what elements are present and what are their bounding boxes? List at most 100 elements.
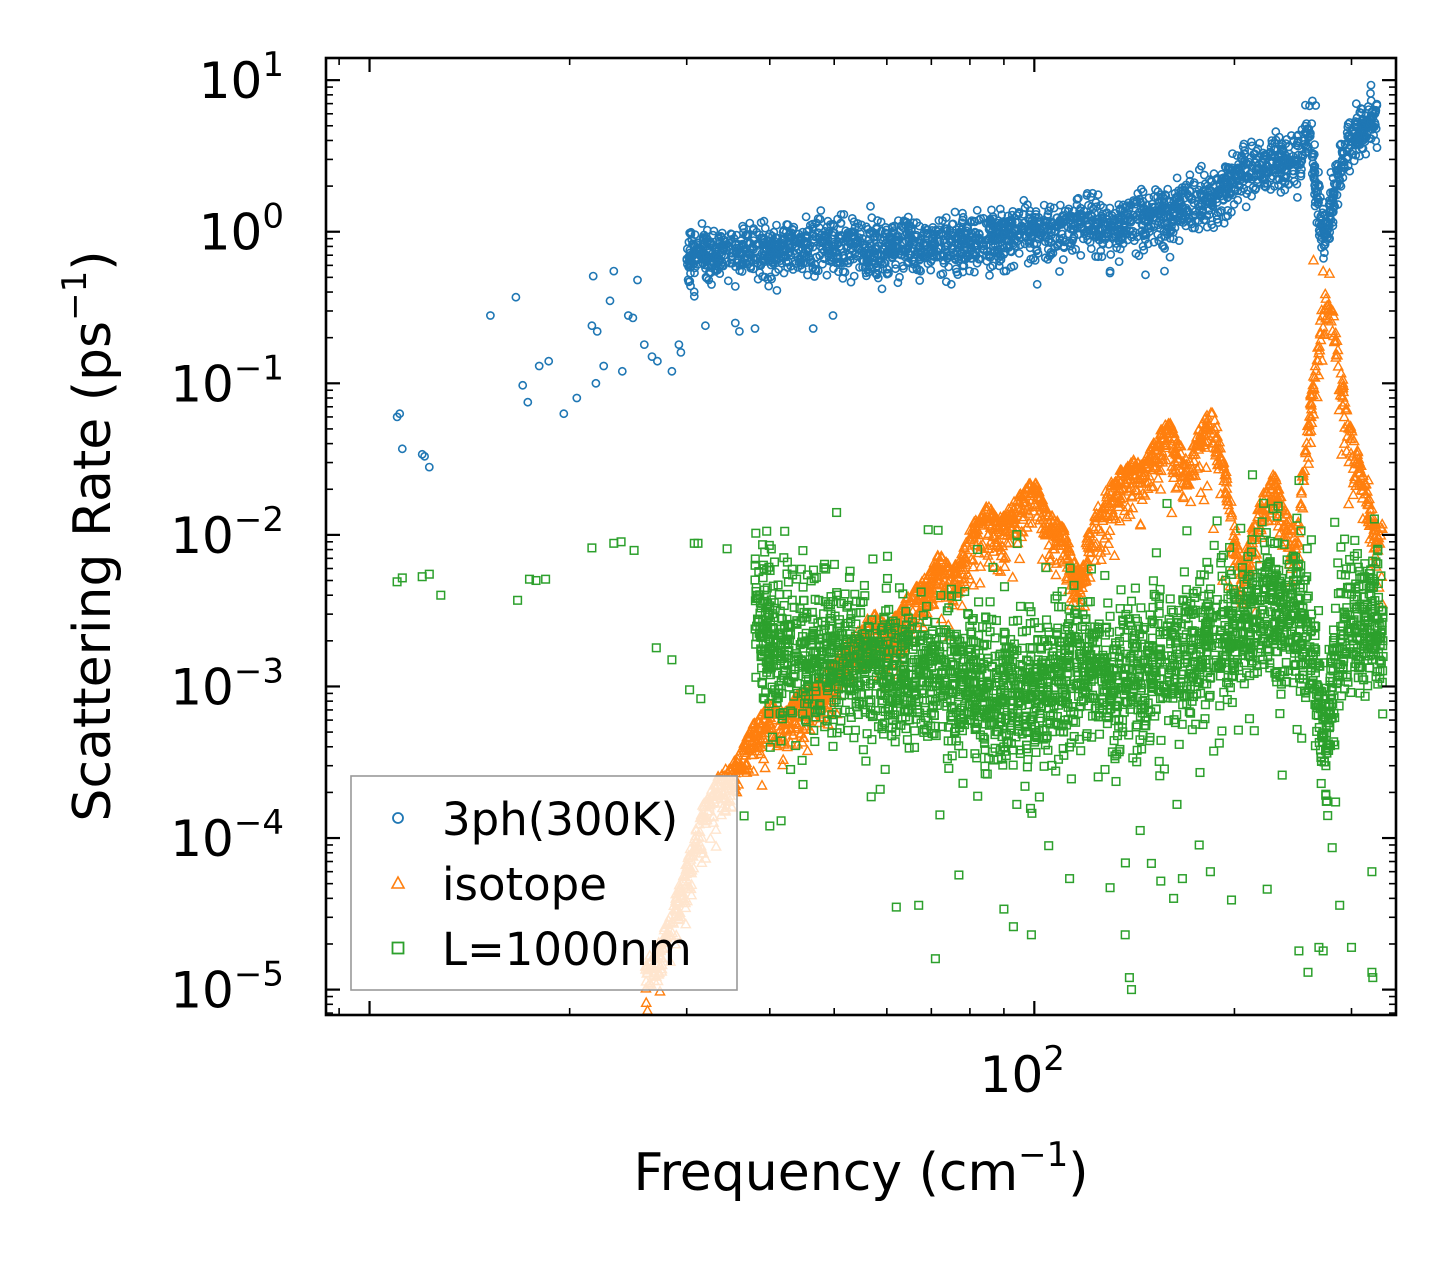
3ph-point [987, 205, 996, 215]
3ph-point [1271, 144, 1280, 154]
3ph-point [1024, 238, 1034, 248]
3ph-point [485, 311, 495, 320]
3ph-point [993, 235, 1003, 245]
isotope-point [1267, 468, 1279, 480]
isotope-point [1201, 414, 1214, 425]
3ph-point [572, 393, 582, 403]
3ph-point [759, 246, 769, 256]
3ph-point [588, 271, 598, 281]
isotope-point [1302, 451, 1315, 462]
3ph-point [867, 257, 876, 267]
3ph-point [676, 347, 686, 357]
3ph-point [994, 216, 1003, 226]
3ph-point [1251, 183, 1261, 193]
isotope-point [1061, 572, 1074, 583]
isotope-point [1095, 525, 1107, 536]
3ph-point [803, 247, 813, 257]
3ph-point [772, 220, 781, 230]
3ph-point [1116, 213, 1126, 223]
3ph-point [1288, 159, 1298, 168]
isotope-point [987, 508, 1000, 520]
isotope-point [1308, 382, 1320, 393]
isotope-point [1126, 501, 1139, 513]
3ph-point [941, 224, 951, 234]
isotope-point [1311, 390, 1323, 402]
3ph-point [1134, 251, 1144, 261]
3ph-point [1232, 151, 1242, 160]
3ph-point [995, 256, 1004, 266]
isotope-point [1211, 420, 1223, 432]
3ph-point [1363, 102, 1373, 111]
3ph-point [953, 270, 963, 279]
3ph-point [820, 226, 830, 236]
3ph-point [936, 270, 946, 279]
isotope-point [1110, 512, 1122, 523]
3ph-point [1340, 139, 1350, 149]
3ph-point [1094, 216, 1104, 226]
isotope-point [1256, 531, 1268, 542]
3ph-point [1366, 80, 1376, 90]
isotope-point [1006, 571, 1019, 582]
3ph-point [783, 220, 793, 230]
isotope-point [769, 730, 782, 741]
3ph-point [801, 239, 811, 248]
3ph-point [985, 214, 995, 224]
3ph-point [1333, 170, 1342, 180]
3ph-point [1237, 151, 1246, 160]
3ph-point [1060, 206, 1070, 216]
isotope-point [1110, 488, 1123, 499]
3ph-point [1348, 146, 1357, 156]
3ph-point [697, 219, 707, 228]
3ph-point [544, 356, 554, 366]
isotope-point [732, 752, 744, 764]
3ph-point [1149, 237, 1159, 247]
3ph-point [797, 264, 807, 274]
3ph-point [1309, 174, 1319, 184]
3ph-point [929, 230, 939, 240]
3ph-point [1091, 198, 1101, 207]
isotope-point [961, 539, 973, 550]
3ph-point [1115, 224, 1124, 234]
3ph-point [1311, 101, 1321, 110]
3ph-point [1199, 170, 1209, 180]
3ph-point [970, 267, 979, 277]
isotope-point [967, 560, 980, 572]
3ph-point [682, 255, 692, 265]
3ph-point [1058, 255, 1068, 264]
3ph-point [972, 205, 982, 215]
3ph-point [559, 409, 569, 419]
3ph-point [914, 235, 924, 245]
3ph-point [1289, 136, 1299, 145]
3ph-point [1208, 198, 1217, 207]
3ph-point [791, 259, 801, 268]
3ph-point [1337, 155, 1347, 165]
3ph-point [847, 231, 857, 240]
3ph-point [1335, 140, 1345, 150]
3ph-point [1086, 244, 1096, 254]
isotope-point [960, 536, 972, 547]
isotope-point [1098, 532, 1111, 543]
3ph-point [1055, 218, 1064, 228]
3ph-point [1241, 202, 1251, 212]
isotope-point [926, 586, 939, 598]
3ph-point [518, 380, 528, 390]
3ph-point [1277, 149, 1286, 159]
3ph-point [723, 276, 733, 286]
3ph-point [758, 238, 767, 248]
3ph-point [726, 229, 736, 239]
isotope-point [807, 711, 820, 723]
isotope-point [974, 560, 987, 571]
3ph-point [901, 245, 911, 254]
3ph-point [1310, 163, 1319, 173]
3ph-point [867, 253, 877, 263]
3ph-point [1249, 149, 1258, 159]
3ph-point [1138, 187, 1148, 197]
3ph-point [1155, 223, 1165, 233]
isotope-point [1341, 430, 1354, 441]
isotope-point [1043, 539, 1055, 550]
3ph-point [639, 340, 649, 349]
3ph-point [897, 250, 907, 260]
isotope-point [1309, 359, 1322, 371]
3ph-point [731, 243, 741, 253]
3ph-point [1075, 220, 1085, 229]
